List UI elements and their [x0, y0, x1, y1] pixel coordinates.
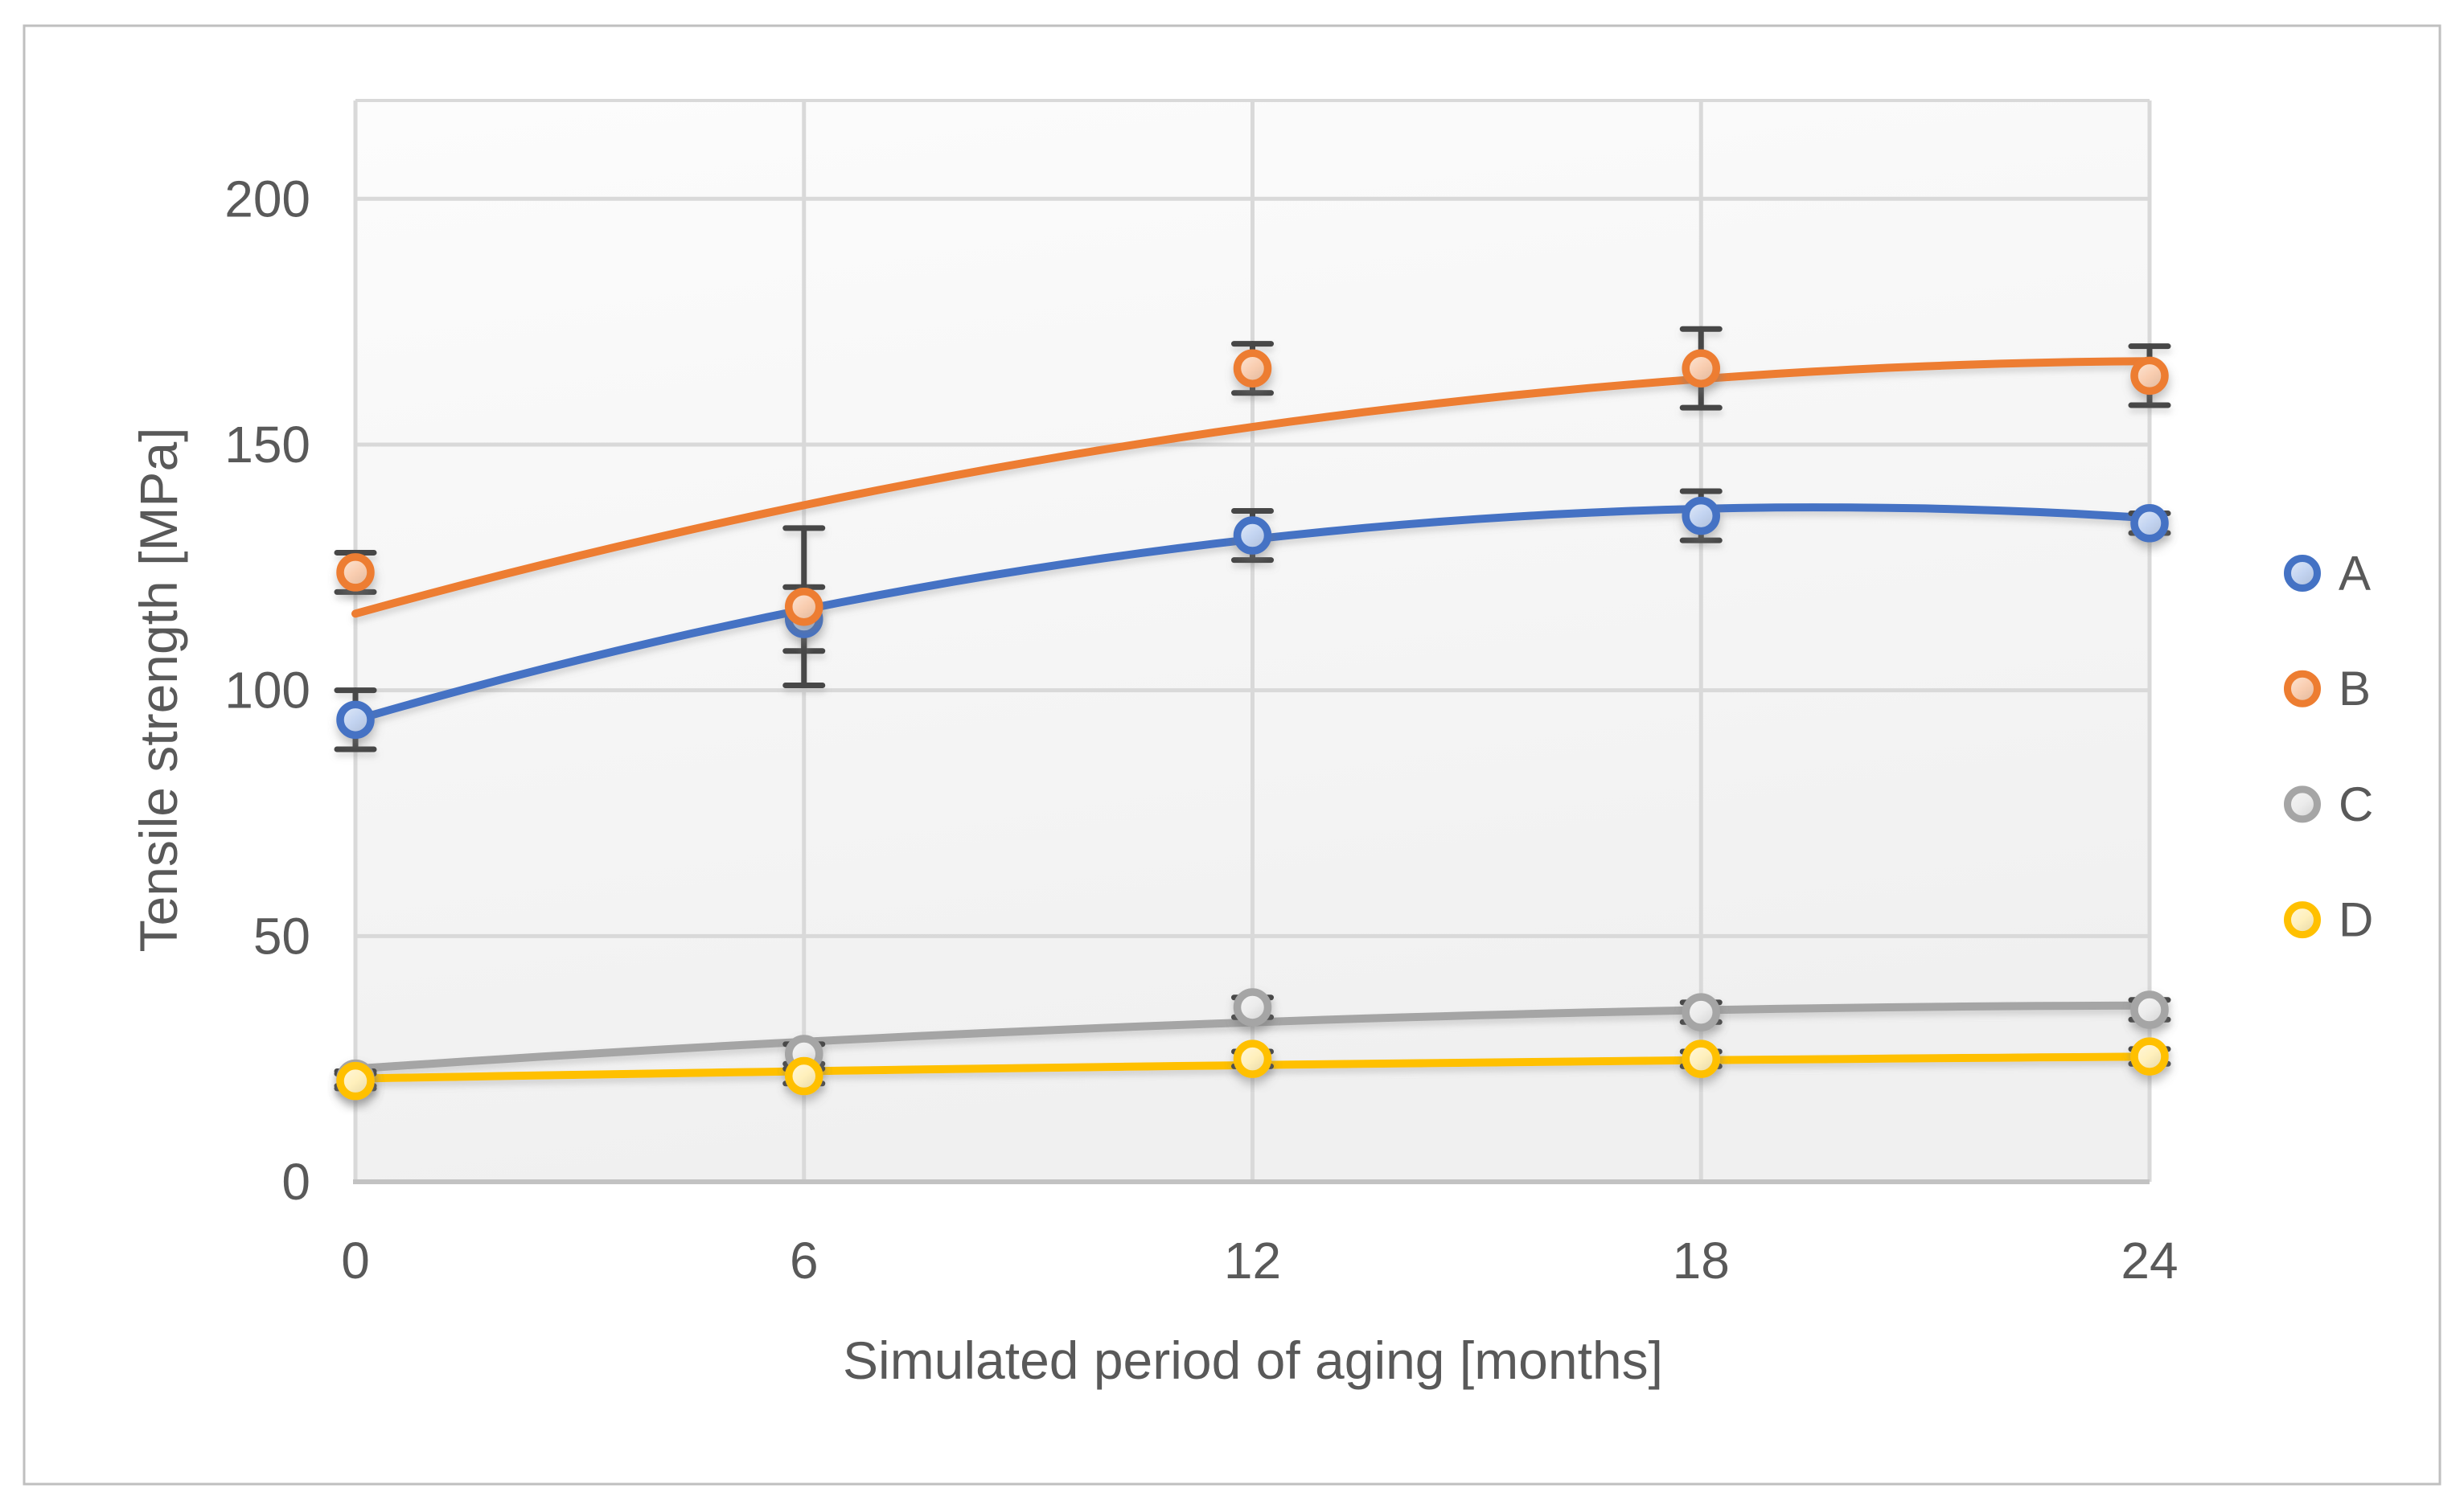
data-point-A-18mo [1682, 496, 1720, 535]
data-point-D-12mo [1233, 1039, 1272, 1078]
legend-label-C: C [2339, 777, 2373, 831]
series-D-markers [336, 1037, 2169, 1101]
y-tick-50: 50 [253, 907, 310, 965]
data-point-D-24mo [2130, 1037, 2169, 1076]
y-tick-200: 200 [224, 170, 310, 228]
data-point-A-12mo [1233, 516, 1272, 555]
y-tick-0: 0 [281, 1153, 310, 1211]
x-axis-title: Simulated period of aging [months] [843, 1331, 1663, 1390]
x-tick-0: 0 [341, 1232, 370, 1290]
data-point-B-18mo [1682, 349, 1720, 388]
legend-marker-A [2284, 555, 2321, 592]
data-point-C-24mo [2130, 990, 2169, 1029]
tick-labels: 0 50 100 150 200 0 6 12 18 24 [224, 170, 2178, 1290]
data-point-B-24mo [2130, 356, 2169, 396]
legend: A B C D [2284, 547, 2373, 947]
data-point-A-24mo [2130, 504, 2169, 543]
data-point-D-0mo [336, 1061, 375, 1101]
legend-marker-B [2284, 670, 2321, 707]
data-point-B-0mo [336, 553, 375, 592]
series-B-markers [336, 349, 2169, 626]
data-point-B-12mo [1233, 349, 1272, 388]
y-tick-100: 100 [224, 662, 310, 720]
legend-marker-D [2284, 901, 2321, 939]
y-axis-title: Tensile strength [MPa] [129, 427, 188, 953]
legend-label-D: D [2339, 893, 2373, 947]
legend-label-A: A [2339, 547, 2371, 601]
x-tick-12: 12 [1224, 1232, 1281, 1290]
x-tick-6: 6 [790, 1232, 819, 1290]
data-point-C-12mo [1233, 988, 1272, 1027]
y-tick-150: 150 [224, 416, 310, 474]
data-point-D-18mo [1682, 1039, 1720, 1078]
legend-label-B: B [2339, 662, 2371, 716]
data-point-A-0mo [336, 700, 375, 740]
trendline-B [351, 357, 2154, 618]
legend-marker-C [2284, 785, 2321, 823]
data-point-B-6mo [785, 587, 823, 626]
figure-border [23, 24, 2441, 1486]
data-point-D-6mo [785, 1056, 823, 1096]
data-point-C-18mo [1682, 993, 1720, 1031]
x-tick-24: 24 [2121, 1232, 2178, 1290]
x-tick-18: 18 [1673, 1232, 1730, 1290]
